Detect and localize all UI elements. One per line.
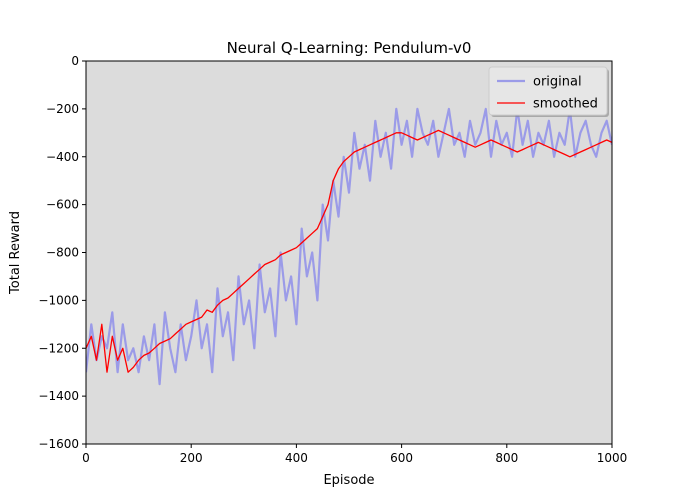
legend-label-smoothed: smoothed — [533, 97, 598, 112]
series-line-smoothed — [86, 129, 612, 373]
legend: original smoothed — [488, 66, 609, 117]
y-tick-label: 0 — [71, 54, 79, 68]
x-tick-label: 1000 — [597, 451, 628, 465]
y-tick-label: −800 — [46, 246, 79, 260]
y-tick-label: −1000 — [38, 293, 79, 307]
x-tick-label: 200 — [180, 451, 203, 465]
x-axis-label: Episode — [323, 473, 374, 488]
y-tick-label: −1600 — [38, 437, 79, 451]
series-layer — [86, 107, 612, 386]
y-tick-label: −200 — [46, 102, 79, 116]
x-tick-label: 0 — [82, 451, 90, 465]
y-tick-label: −1400 — [38, 389, 79, 403]
legend-label-original: original — [533, 75, 582, 90]
x-tick-label: 600 — [390, 451, 413, 465]
y-axis-label: Total Reward — [8, 211, 23, 295]
y-tick-label: −400 — [46, 150, 79, 164]
y-tick-label: −1200 — [38, 341, 79, 355]
x-tick-label: 400 — [285, 451, 308, 465]
x-tick-label: 800 — [495, 451, 518, 465]
series-line-original — [86, 107, 612, 386]
plot-area — [86, 61, 612, 444]
y-tick-label: −600 — [46, 198, 79, 212]
axes-layer: 0 200 400 600 800 1000 0 −200 −400 −600 −800 −1000 −… — [38, 54, 627, 465]
chart-title: Neural Q-Learning: Pendulum-v0 — [227, 39, 472, 57]
